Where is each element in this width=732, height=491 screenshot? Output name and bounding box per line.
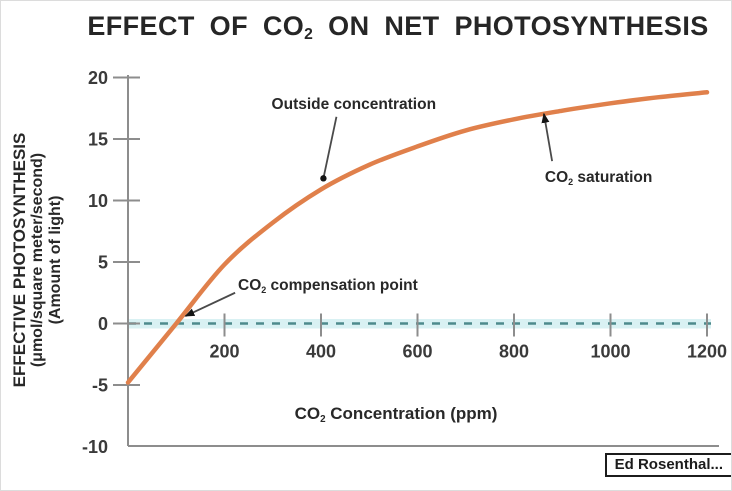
x-tick-label: 1200 [687,342,727,362]
chart-title-text: EFFECT OF CO [87,11,305,41]
y-tick-label: 5 [98,253,108,273]
annotation-text: CO [238,276,262,294]
x-axis-label-text: Concentration (ppm) [325,404,498,423]
x-axis-label-text: CO [294,404,321,423]
annotation-pointer-line [541,112,554,162]
chart-title-text: ON NET PHOTOSYNTHESIS [313,11,709,41]
annotation-dot-marker [320,175,327,182]
x-tick-label: 600 [402,342,432,362]
x-tick-label: 800 [499,342,529,362]
y-axis-label: EFFECTIVE PHOTOSYNTHESIS (μmol/square me… [10,110,72,410]
y-tick-label: 0 [98,314,108,334]
y-tick-label: 20 [88,68,108,88]
x-tick-label: 400 [306,342,336,362]
photosynthesis-curve [125,90,710,385]
credit-badge: Ed Rosenthal... [604,453,731,477]
annotation-text: saturation [573,169,653,187]
chart-title-subscript: 2 [304,26,314,44]
annotation-subscript: 2 [261,284,267,295]
x-tick-label: 1000 [590,342,630,362]
x-axis-label: CO2 Concentration (ppm) [295,404,498,424]
y-axis-label-line: EFFECTIVE PHOTOSYNTHESIS [10,132,29,388]
x-tick-label: 200 [209,342,239,362]
y-tick-label: -5 [92,376,108,396]
y-tick-label: -10 [82,437,108,457]
y-axis-label-line: (μmol/square meter/second) [29,152,47,368]
annotation-pointer-line [184,291,236,317]
x-axis-label-subscript: 2 [320,413,326,425]
y-axis-label-line: (Amount of light) [46,195,64,325]
annotation-subscript: 2 [568,176,574,187]
chart-title: EFFECT OF CO2 ON NET PHOTOSYNTHESIS [87,11,709,44]
annotation-pointer-line [322,116,338,179]
annotation-text: CO [544,169,569,187]
annotation-text: Outside concentration [271,95,437,113]
annotation-co2-compensation-point: CO2 compensation point [238,277,418,295]
y-tick-label: 15 [88,130,108,150]
y-tick-label: 10 [88,191,108,211]
annotation-text: compensation point [266,276,418,294]
annotation-co2-saturation: CO2 saturation [545,169,652,187]
annotation-outside-concentration: Outside concentration [272,96,437,114]
